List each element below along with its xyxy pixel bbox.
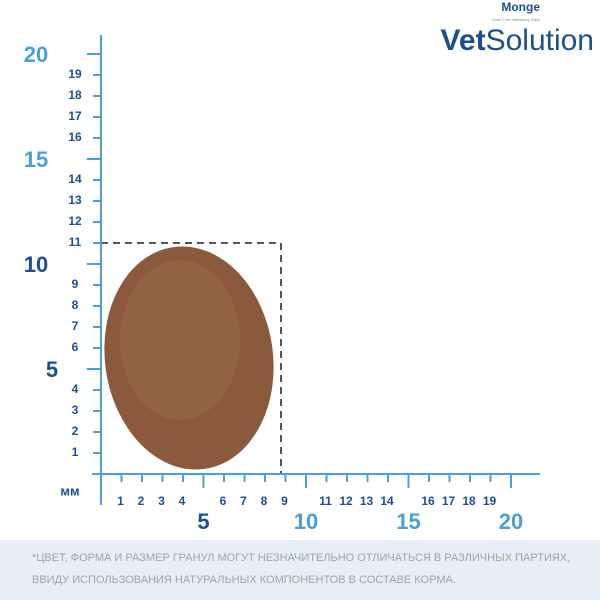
y-tick-label: 7 — [72, 319, 79, 333]
y-tick-label: 17 — [68, 109, 82, 123]
y-tick-label: 13 — [68, 193, 82, 207]
product: Solution — [486, 24, 594, 57]
x-tick-label: 3 — [158, 494, 165, 508]
y-tick-label: 2 — [72, 424, 79, 438]
x-tick-label: 16 — [421, 494, 435, 508]
x-tick-label: 11 — [319, 494, 332, 508]
x-tick-label: 4 — [179, 494, 186, 508]
x-tick-label: 2 — [138, 494, 145, 508]
footnote: ВВИДУ ИСПОЛЬЗОВАНИЯ НАТУРАЛЬНЫХ КОМПОНЕН… — [32, 574, 456, 586]
kibble — [104, 246, 274, 470]
x-tick-label: 13 — [360, 494, 374, 508]
brand: Monge — [501, 0, 540, 14]
y-tick-label: 11 — [69, 235, 82, 249]
x-tick-label: 20 — [499, 509, 523, 534]
y-tick-label: 3 — [72, 403, 79, 417]
y-tick-label: 20 — [24, 42, 48, 67]
x-tick-label: 17 — [442, 494, 456, 508]
x-tick-label: 12 — [339, 494, 353, 508]
y-tick-label: 1 — [72, 445, 79, 459]
y-tick-label: 15 — [24, 147, 48, 172]
x-tick-label: 8 — [261, 494, 268, 508]
tagline: Grain Free Veterinary Diets — [492, 17, 540, 22]
y-tick-label: 9 — [72, 277, 79, 291]
x-tick-label: 18 — [462, 494, 476, 508]
y-tick-label: 10 — [24, 252, 48, 277]
product-bold: Vet — [441, 24, 486, 57]
x-tick-label: 10 — [294, 509, 318, 534]
footnote-band — [0, 540, 600, 600]
y-tick-label: 5 — [46, 357, 58, 382]
product-logo: VetSolution — [441, 24, 594, 57]
y-tick-label: 4 — [72, 382, 79, 396]
y-tick-label: 6 — [72, 340, 79, 354]
size-box — [100, 242, 282, 475]
y-tick-label: 16 — [68, 130, 82, 144]
x-tick-label: 19 — [483, 494, 497, 508]
y-tick-label: 18 — [68, 88, 82, 102]
x-tick-label: 5 — [197, 509, 209, 534]
x-tick-label: 9 — [281, 494, 288, 508]
unit: мм — [60, 483, 79, 498]
x-tick-label: 6 — [220, 494, 227, 508]
x-tick-label: 14 — [380, 494, 394, 508]
x-tick-label: 15 — [396, 509, 420, 534]
footnote: *ЦВЕТ, ФОРМА И РАЗМЕР ГРАНУЛ МОГУТ НЕЗНА… — [32, 552, 570, 564]
y-tick-label: 14 — [68, 172, 82, 186]
y-tick-label: 8 — [72, 298, 79, 312]
x-tick-label: 7 — [240, 494, 247, 508]
y-tick-label: 19 — [68, 67, 82, 81]
x-tick-label: 1 — [117, 494, 124, 508]
y-tick-label: 12 — [68, 214, 82, 228]
